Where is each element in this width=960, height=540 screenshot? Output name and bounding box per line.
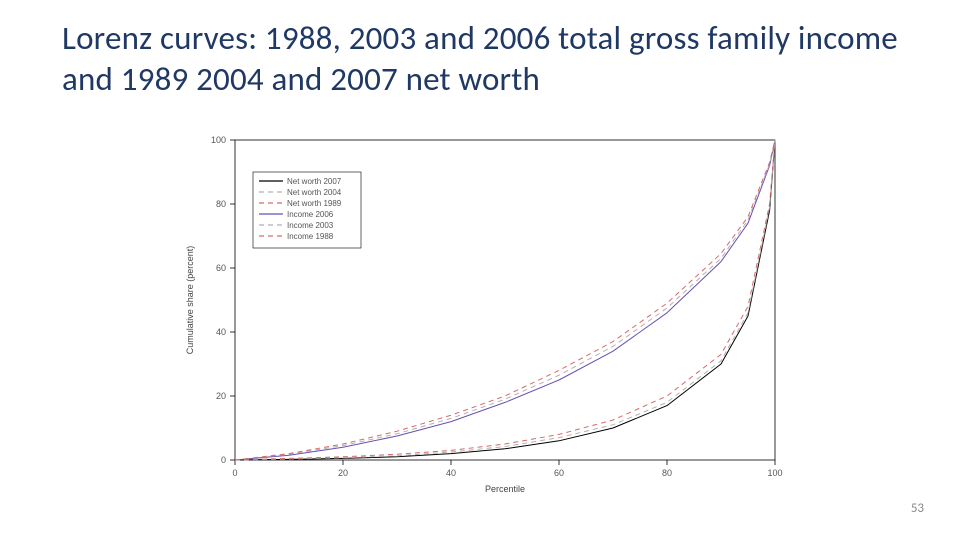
legend-label: Income 2006 xyxy=(287,210,334,219)
x-tick-label: 60 xyxy=(554,468,564,478)
x-axis-title: Percentile xyxy=(485,484,525,494)
legend-label: Net worth 2007 xyxy=(287,177,342,186)
y-tick-label: 60 xyxy=(216,263,226,273)
legend-label: Income 1988 xyxy=(287,232,334,241)
y-tick-label: 20 xyxy=(216,391,226,401)
x-tick-label: 20 xyxy=(338,468,348,478)
lorenz-chart: 0 20 40 60 80 100 0 20 40 60 80 100 Percentile Cumula… xyxy=(170,130,790,500)
x-tick-label: 40 xyxy=(446,468,456,478)
legend-label: Net worth 2004 xyxy=(287,188,342,197)
page-title: Lorenz curves: 1988, 2003 and 2006 total… xyxy=(62,18,920,101)
y-tick-label: 80 xyxy=(216,199,226,209)
lorenz-chart-svg: 0 20 40 60 80 100 0 20 40 60 80 100 Percentile Cumula… xyxy=(170,130,790,500)
legend-label: Income 2003 xyxy=(287,221,334,230)
page-number: 53 xyxy=(911,501,924,516)
legend-label: Net worth 1989 xyxy=(287,199,342,208)
y-tick-label: 40 xyxy=(216,327,226,337)
x-tick-label: 100 xyxy=(767,468,782,478)
x-tick-label: 80 xyxy=(662,468,672,478)
x-tick-label: 0 xyxy=(232,468,237,478)
y-tick-label: 100 xyxy=(211,135,226,145)
y-axis-title: Cumulative share (percent) xyxy=(185,246,195,355)
y-tick-label: 0 xyxy=(221,455,226,465)
